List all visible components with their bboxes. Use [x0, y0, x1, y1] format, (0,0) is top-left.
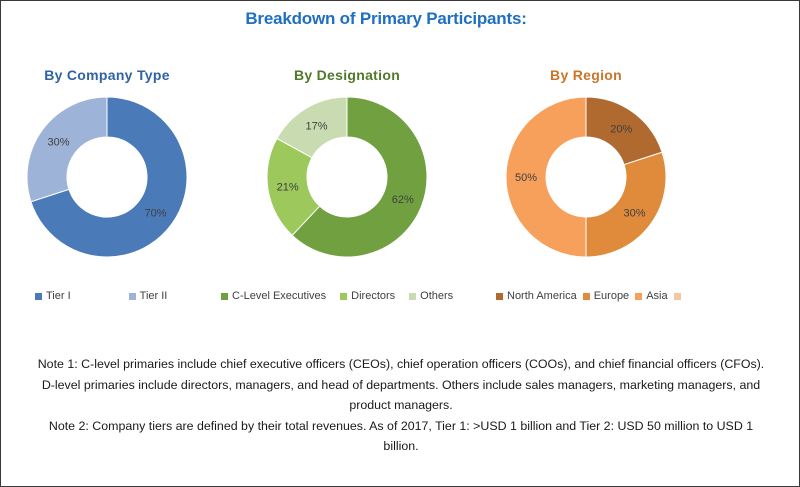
slice-label-c-level-executives: 62%: [392, 194, 414, 206]
slice-tier-ii: [26, 96, 108, 203]
legend-swatch: [221, 292, 228, 300]
legend-item-others: Others: [409, 290, 453, 302]
legend-swatch: [340, 292, 348, 300]
slice-label-asia: 50%: [515, 172, 537, 184]
slice-others: [276, 96, 348, 159]
legend-company-type: Tier I Tier II: [35, 288, 167, 304]
legend-item-europe: Europe: [582, 290, 630, 302]
donut-company-type: 70% 30%: [26, 96, 188, 258]
legend-swatch: [496, 292, 503, 300]
donut-designation: 62% 21% 17%: [266, 96, 428, 258]
slice-label-north-america: 20%: [610, 124, 632, 136]
chart-title-company-type: By Company Type: [44, 67, 170, 83]
chart-by-designation: By Designation 62% 21% 17%: [247, 67, 447, 277]
legend-label: Others: [420, 290, 454, 302]
slice-label-tier-i: 70%: [144, 207, 166, 219]
chart-title-designation: By Designation: [293, 67, 401, 83]
legend-label: North America: [507, 290, 577, 302]
slice-asia: [505, 96, 587, 258]
legend-swatch: [409, 292, 417, 300]
legend-designation: C-Level Executives Directors Others: [221, 288, 453, 304]
slice-c-level-executives: [291, 96, 428, 258]
legend-swatch: [635, 292, 643, 300]
donut-region: 20% 30% 50%: [505, 96, 667, 258]
legend-label: Directors: [351, 290, 396, 302]
legend-label: Tier II: [139, 290, 168, 302]
legend-swatch: [128, 292, 136, 300]
legend-label: Europe: [593, 290, 630, 302]
legend-label: Asia: [646, 290, 668, 302]
slice-label-tier-ii: 30%: [47, 137, 69, 149]
legend-item-tier-ii: Tier II: [128, 290, 168, 302]
slice-label-europe: 30%: [623, 207, 645, 219]
chart-by-region: By Region 20% 30% 50%: [486, 67, 686, 277]
legend-trailing-swatch: [673, 292, 681, 300]
note-2: Note 2: Company tiers are defined by the…: [48, 418, 754, 454]
legend-swatch: [582, 292, 590, 300]
legend-label: Tier I: [46, 290, 71, 302]
slice-label-directors: 21%: [277, 181, 299, 193]
legend-label: C-Level Executives: [232, 290, 327, 302]
legend-item-c-level-executives: C-Level Executives: [221, 290, 326, 302]
slice-label-others: 17%: [305, 120, 327, 132]
legend-swatch: [35, 292, 42, 300]
chart-title-region: By Region: [550, 67, 622, 83]
note-1: Note 1: C-level primaries include chief …: [37, 357, 765, 412]
chart-by-company-type: By Company Type 70% 30%: [7, 67, 207, 277]
legend-item-directors: Directors: [340, 290, 395, 302]
main-title: Breakdown of Primary Participants:: [245, 9, 527, 28]
slice-europe: [585, 151, 667, 258]
legend-item-asia: Asia: [635, 290, 668, 302]
legend-region: North America Europe Asia: [496, 288, 685, 304]
notes: Note 1: C-level primaries include chief …: [31, 354, 771, 457]
legend-item-tier-i: Tier I: [35, 290, 71, 302]
slice-tier-i: [30, 96, 188, 258]
legend-item-north-america: North America: [496, 290, 577, 302]
